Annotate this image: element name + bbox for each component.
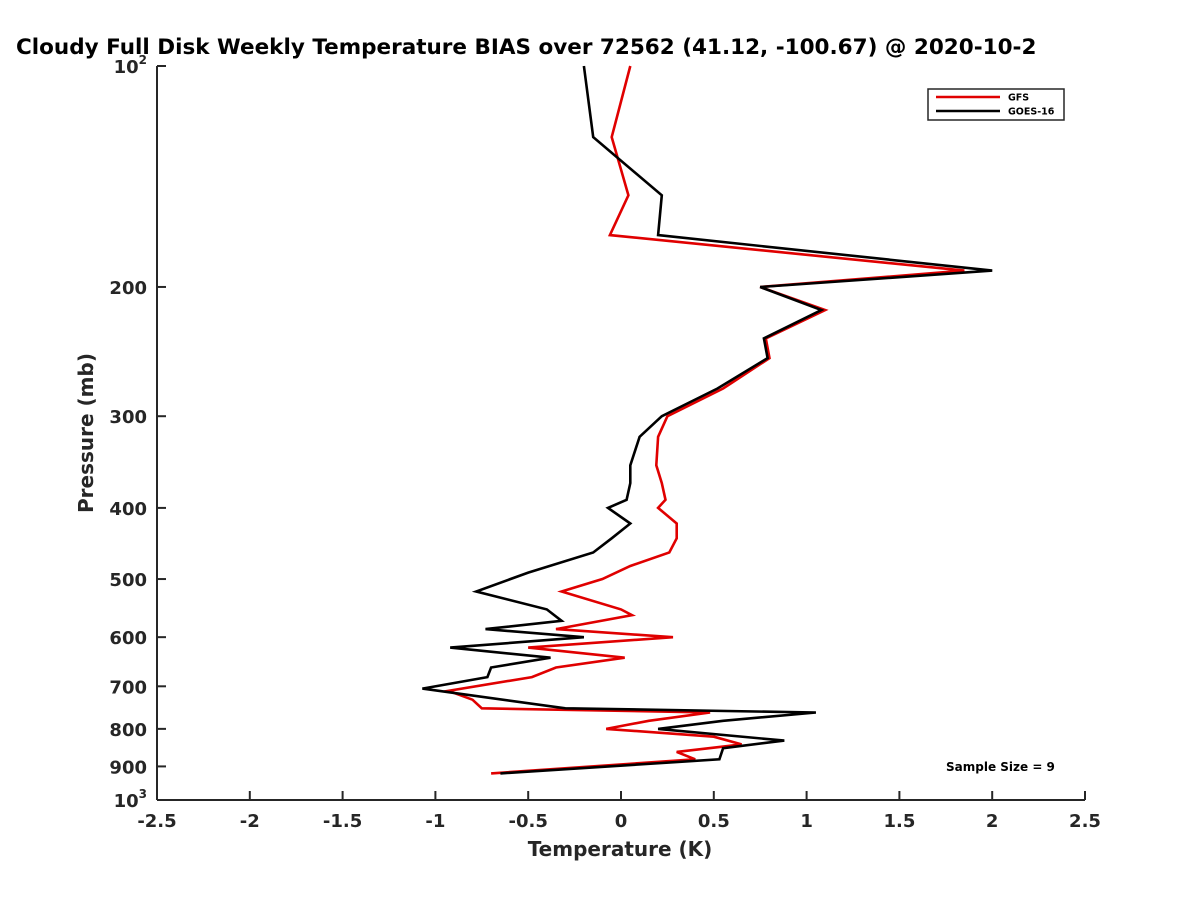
x-tick-label: 1.5 (883, 811, 915, 832)
x-tick-label: 0 (615, 811, 628, 832)
x-tick-label: 2.5 (1069, 811, 1101, 832)
y-tick-label: 900 (109, 757, 147, 778)
axes-layer: -2.5 -2 -1.5 -1 -0.5 0 0.5 1 1.5 2 2.5 102 200 300 400… (109, 53, 1101, 832)
x-tick-label: -1 (425, 811, 445, 832)
x-axis-label: Temperature (K) (528, 837, 713, 861)
legend-label: GOES-16 (1008, 107, 1055, 118)
y-tick-label: 700 (109, 677, 147, 698)
y-tick-label: 800 (109, 720, 147, 741)
y-tick-label: 500 (109, 570, 147, 591)
y-tick-label: 200 (109, 278, 147, 299)
chart-title: Cloudy Full Disk Weekly Temperature BIAS… (16, 35, 1036, 60)
y-tick-label: 102 (114, 53, 147, 78)
sample-size-annotation: Sample Size = 9 (946, 760, 1055, 774)
legend-box (927, 88, 1065, 121)
y-tick-label: 400 (109, 499, 147, 520)
y-tick-label: 600 (109, 628, 147, 649)
series-layer (422, 65, 993, 775)
series-line-goes-16 (422, 65, 993, 775)
legend: GFS GOES-16 (927, 88, 1065, 121)
x-tick-label: 2 (986, 811, 999, 832)
x-tick-label: -2 (240, 811, 260, 832)
x-tick-label: -0.5 (509, 811, 548, 832)
x-tick-label: -1.5 (323, 811, 362, 832)
y-tick-label: 103 (114, 787, 147, 812)
y-tick-label: 300 (109, 407, 147, 428)
x-tick-label: -2.5 (137, 811, 176, 832)
y-axis-label: Pressure (mb) (74, 353, 98, 513)
x-tick-label: 1 (800, 811, 813, 832)
x-tick-label: 0.5 (698, 811, 730, 832)
legend-label: GFS (1008, 93, 1029, 104)
